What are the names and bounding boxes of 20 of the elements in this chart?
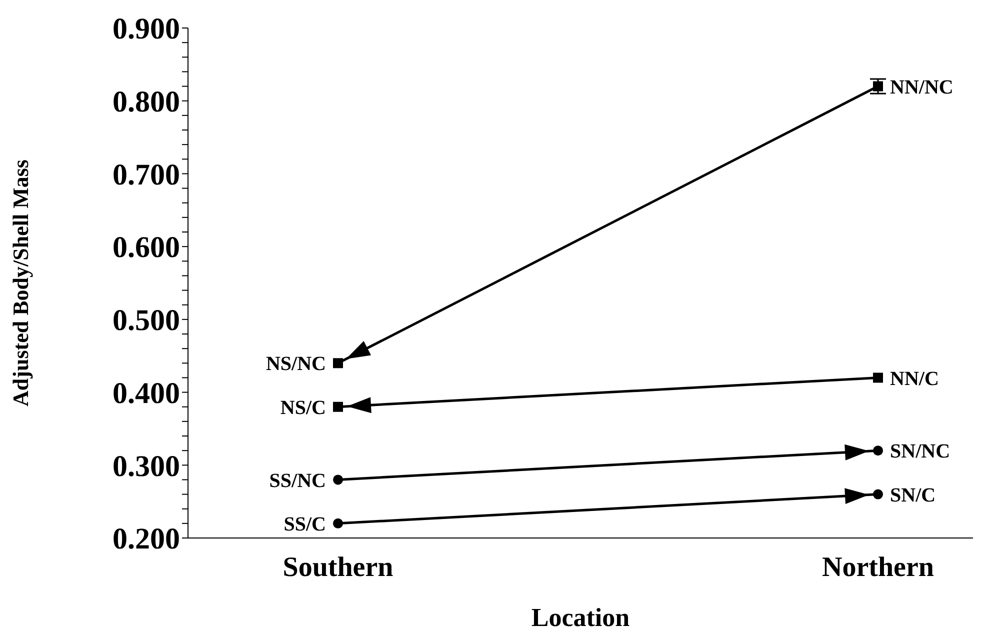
y-tick-label: 0.200	[112, 522, 180, 556]
x-tick-label: Northern	[822, 552, 934, 583]
annotation: NN/C	[890, 368, 939, 390]
y-tick-label: 0.700	[112, 158, 180, 192]
annotation: NS/NC	[266, 353, 326, 376]
annotation: NS/C	[280, 396, 326, 419]
annotation: SN/NC	[890, 440, 950, 463]
annotation: SN/C	[890, 484, 936, 506]
y-tick-label: 0.500	[112, 304, 180, 338]
y-tick-label: 0.900	[112, 12, 180, 46]
y-axis-title: Adjusted Body/Shell Mass	[8, 159, 33, 406]
y-tick-label: 0.600	[112, 231, 180, 264]
y-tick-label: 0.800	[112, 86, 180, 119]
y-tick-label: 0.300	[112, 450, 180, 483]
x-axis-title: Location	[531, 603, 630, 632]
y-tick-label: 0.400	[112, 376, 180, 410]
annotation: NN/NC	[890, 76, 954, 98]
annotation: SS/NC	[269, 470, 326, 492]
annotation: SS/C	[284, 514, 326, 536]
x-tick-label: Southern	[282, 552, 394, 583]
